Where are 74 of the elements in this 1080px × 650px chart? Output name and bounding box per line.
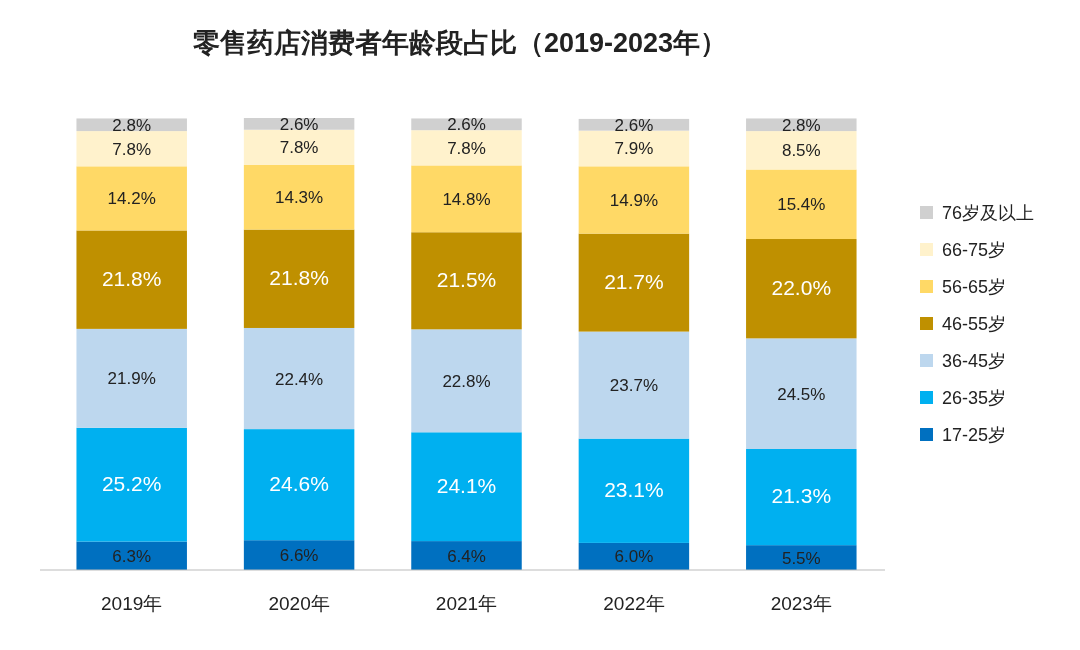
data-label: 24.1%	[436, 473, 497, 497]
legend-label: 56-65岁	[942, 277, 1007, 297]
bar	[746, 448, 857, 546]
x-tick-label: 2019年	[101, 593, 163, 614]
bar	[578, 130, 690, 167]
data-label: 7.8%	[447, 138, 486, 158]
bar	[76, 166, 187, 231]
chart-title: 零售药店消费者年龄段占比（2019-2023年）	[192, 28, 728, 58]
bar	[76, 131, 187, 167]
x-tick-label: 2023年	[770, 593, 832, 614]
data-label: 2.6%	[279, 114, 319, 134]
bar	[578, 331, 690, 439]
data-label: 24.6%	[269, 471, 329, 495]
bar	[243, 429, 355, 541]
data-label: 15.4%	[777, 195, 826, 215]
data-label: 23.7%	[609, 376, 658, 396]
data-label: 21.8%	[101, 266, 162, 290]
bar	[746, 131, 857, 170]
data-label: 21.3%	[771, 484, 832, 508]
bar	[411, 432, 522, 542]
data-label: 8.5%	[781, 141, 821, 161]
bar	[411, 165, 522, 233]
x-tick-label: 2022年	[603, 593, 665, 614]
bar	[746, 338, 857, 449]
bar	[411, 232, 522, 330]
data-label: 6.0%	[614, 547, 654, 567]
bar	[411, 541, 522, 570]
data-label: 2.6%	[447, 115, 486, 135]
data-label: 23.1%	[604, 477, 664, 501]
data-label: 14.3%	[275, 188, 324, 208]
x-tick-label: 2021年	[435, 593, 498, 614]
legend-label: 17-25岁	[942, 425, 1007, 445]
data-label: 14.8%	[442, 189, 491, 209]
bar	[411, 130, 522, 166]
bar	[76, 230, 187, 329]
bar	[578, 233, 690, 332]
data-label: 2.8%	[781, 115, 821, 135]
data-label: 6.6%	[279, 546, 319, 566]
legend-label: 26-35岁	[942, 388, 1007, 408]
data-label: 7.8%	[279, 138, 319, 158]
bar	[76, 427, 187, 542]
bar	[243, 129, 355, 165]
data-label: 21.7%	[604, 269, 664, 293]
data-label: 21.5%	[436, 267, 497, 291]
data-label: 6.3%	[112, 546, 152, 566]
legend-label: 36-45岁	[942, 351, 1007, 371]
legend-label: 66-75岁	[942, 240, 1007, 260]
data-label: 7.9%	[614, 139, 654, 159]
bar	[76, 328, 187, 428]
data-label: 22.4%	[275, 369, 324, 389]
x-tick-label: 2020年	[268, 593, 330, 614]
bar	[578, 166, 690, 234]
legend-label: 76岁及以上	[942, 203, 1035, 223]
bar	[243, 229, 355, 328]
data-label: 2.6%	[614, 115, 654, 135]
data-label: 5.5%	[781, 548, 821, 568]
data-label: 21.9%	[107, 369, 156, 389]
data-label: 14.9%	[609, 190, 658, 210]
data-label: 14.2%	[107, 189, 156, 209]
data-label: 2.8%	[112, 115, 152, 135]
data-label: 22.8%	[442, 371, 491, 391]
bar	[411, 329, 522, 433]
data-label: 25.2%	[101, 471, 162, 495]
data-label: 6.4%	[447, 546, 486, 566]
bar	[578, 438, 690, 543]
data-label: 22.0%	[771, 275, 832, 299]
legend-label: 46-55岁	[942, 314, 1007, 334]
data-label: 21.8%	[269, 265, 329, 289]
bar	[243, 327, 355, 430]
bar	[746, 239, 857, 339]
bar	[746, 169, 857, 240]
bar	[243, 164, 355, 230]
data-label: 7.8%	[112, 139, 152, 159]
data-label: 24.5%	[777, 384, 826, 404]
